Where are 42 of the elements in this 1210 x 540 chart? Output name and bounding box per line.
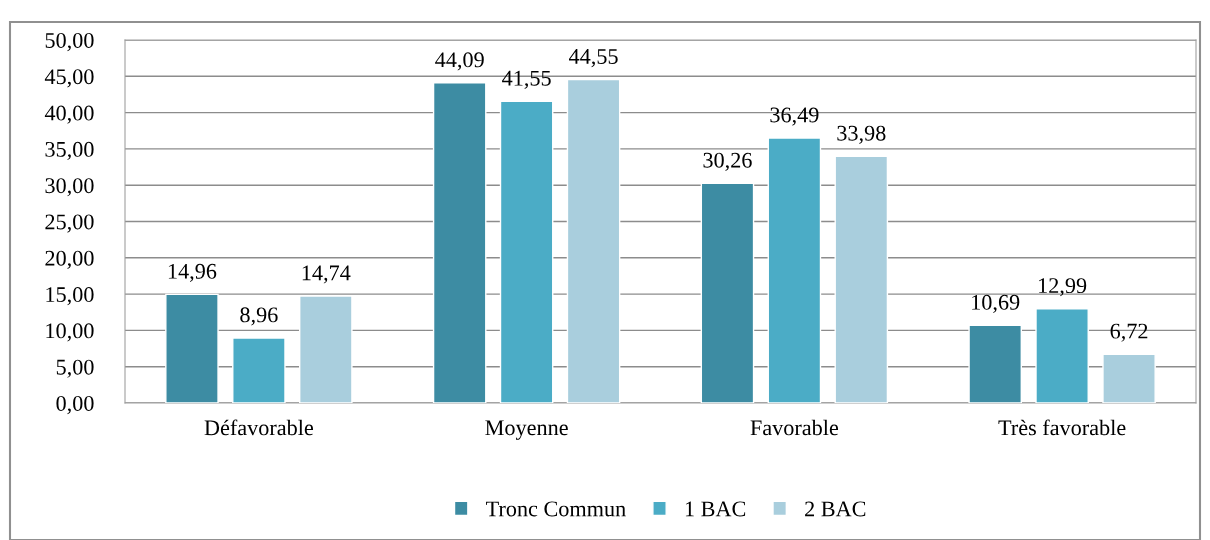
bar (1102, 353, 1156, 403)
bar (499, 100, 554, 403)
data-label: 33,98 (837, 125, 886, 144)
bar (968, 324, 1022, 403)
y-tick-label: 10,00 (46, 323, 94, 342)
bar (834, 155, 889, 403)
y-tick-label: 35,00 (45, 141, 94, 161)
x-tick-label: Moyenne (485, 420, 568, 440)
bar (232, 337, 286, 403)
data-label: 14,96 (168, 263, 217, 282)
data-label: 44,09 (435, 52, 484, 71)
data-label: 41,55 (502, 70, 551, 89)
data-label: 6,72 (1110, 323, 1148, 342)
legend-label: 1 BAC (685, 501, 746, 517)
y-tick-label: 0,00 (56, 395, 94, 415)
y-tick-label: 30,00 (45, 178, 94, 197)
y-tick-label: 50,00 (45, 32, 94, 52)
bar (432, 82, 487, 403)
bar (165, 293, 219, 403)
x-tick-label: Favorable (750, 419, 839, 436)
bar (566, 78, 621, 403)
bar (1035, 307, 1089, 403)
bar (767, 137, 822, 403)
data-label: 8,96 (240, 307, 278, 326)
x-tick-label: Très favorable (998, 419, 1126, 436)
y-tick-label: 5,00 (56, 359, 94, 378)
y-tick-label: 25,00 (45, 214, 94, 233)
legend-label: 2 BAC (805, 501, 866, 517)
bar (700, 182, 755, 403)
x-tick-label: Défavorable (204, 419, 314, 436)
data-label: 30,26 (703, 152, 752, 171)
y-tick-label: 20,00 (45, 250, 94, 269)
y-tick-label: 15,00 (46, 287, 94, 306)
bar (299, 295, 353, 403)
data-label: 10,69 (972, 294, 1020, 313)
y-tick-label: 40,00 (44, 105, 94, 124)
y-tick-label: 45,00 (44, 69, 94, 88)
data-label: 36,49 (770, 107, 819, 126)
legend-label: Tronc Commun (486, 501, 626, 517)
data-label: 44,55 (569, 49, 618, 68)
data-label: 14,74 (302, 265, 351, 284)
data-label: 12,99 (1039, 278, 1087, 297)
